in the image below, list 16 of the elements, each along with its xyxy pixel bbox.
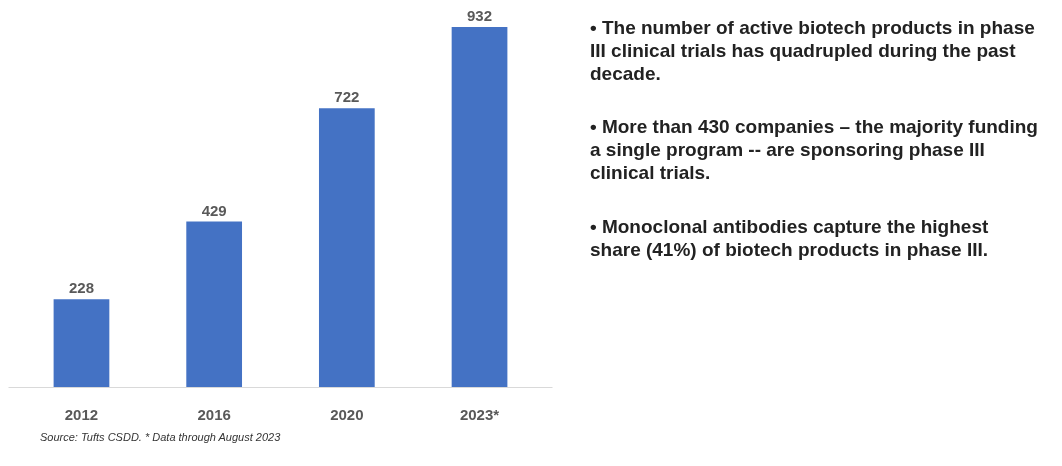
data-label: 932 (467, 7, 493, 25)
bar (318, 108, 375, 388)
bar (451, 27, 508, 388)
data-label: 429 (201, 201, 227, 219)
data-label: 228 (68, 279, 94, 297)
data-label: 722 (334, 88, 360, 106)
x-tick-label: 2012 (64, 405, 99, 423)
bar (53, 299, 110, 388)
bar (186, 221, 243, 388)
x-tick-label: 2020 (330, 405, 364, 423)
text: • The number of active biotech products in phase III clinical trials has quadrupled during the past decade. (590, 17, 1036, 86)
text: • Monoclonal antibodies capture the highest share (41%) of biotech products in phase III. (590, 215, 990, 262)
source-note: Source: Tufts CSDD. * Data through August 2023 (40, 430, 281, 445)
text: • More than 430 companies – the majority funding a single program -- are sponsoring phase III clinical trials. (590, 116, 1039, 185)
x-tick-label: 2016 (197, 405, 231, 423)
x-tick-label: 2023* (459, 405, 500, 423)
